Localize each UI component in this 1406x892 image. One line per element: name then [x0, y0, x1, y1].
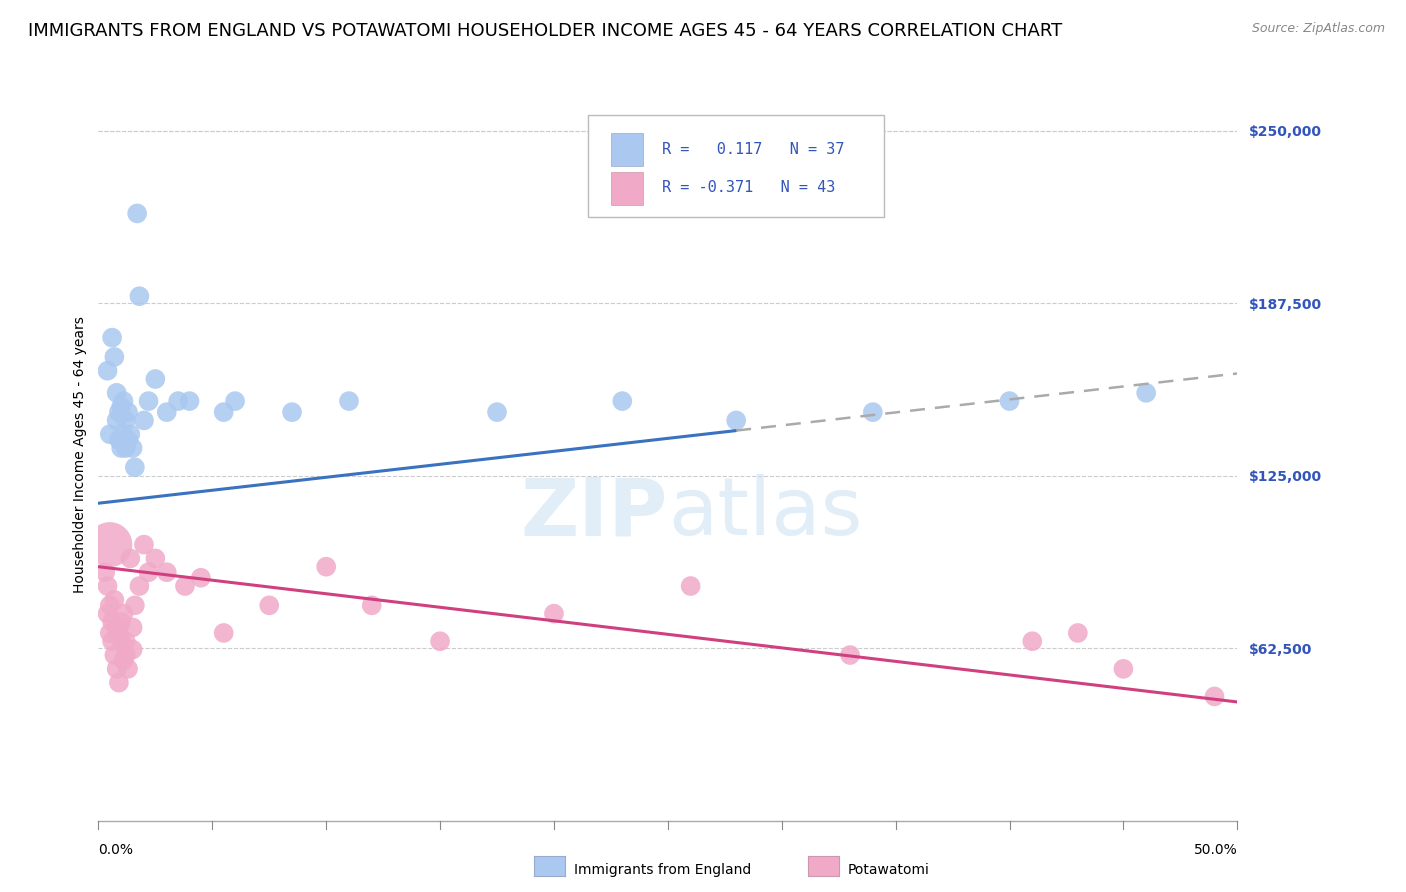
Point — [212, 405, 235, 419]
Point — [112, 654, 135, 668]
Point — [167, 394, 190, 409]
Point — [862, 405, 884, 419]
Point — [679, 579, 702, 593]
Point — [337, 394, 360, 409]
Point — [132, 413, 155, 427]
Point — [121, 620, 143, 634]
Point — [429, 634, 451, 648]
Point — [121, 441, 143, 455]
Point — [96, 607, 118, 621]
Point — [1204, 690, 1226, 704]
Point — [612, 394, 634, 409]
Point — [120, 427, 142, 442]
Point — [281, 405, 304, 419]
Point — [1021, 634, 1043, 648]
Point — [98, 538, 121, 552]
Point — [101, 634, 124, 648]
Point — [103, 592, 125, 607]
Point — [105, 385, 128, 400]
Point — [94, 566, 117, 580]
Point — [112, 607, 135, 621]
Point — [101, 330, 124, 344]
Point — [114, 634, 136, 648]
Point — [138, 566, 160, 580]
Point — [1112, 662, 1135, 676]
Point — [998, 394, 1021, 409]
Point — [108, 675, 131, 690]
Point — [224, 394, 246, 409]
Point — [98, 626, 121, 640]
Point — [128, 289, 150, 303]
Text: R =   0.117   N = 37: R = 0.117 N = 37 — [662, 142, 845, 157]
Point — [156, 566, 179, 580]
Point — [315, 559, 337, 574]
Point — [120, 551, 142, 566]
Point — [190, 571, 212, 585]
Text: IMMIGRANTS FROM ENGLAND VS POTAWATOMI HOUSEHOLDER INCOME AGES 45 - 64 YEARS CORR: IMMIGRANTS FROM ENGLAND VS POTAWATOMI HO… — [28, 22, 1063, 40]
Point — [105, 662, 128, 676]
Point — [105, 620, 128, 634]
Point — [212, 626, 235, 640]
Point — [145, 551, 167, 566]
Point — [114, 413, 136, 427]
Bar — [612, 172, 643, 205]
Point — [156, 405, 179, 419]
Text: R = -0.371   N = 43: R = -0.371 N = 43 — [662, 180, 835, 195]
Point — [105, 413, 128, 427]
Point — [108, 433, 131, 447]
Point — [110, 634, 132, 648]
Point — [128, 579, 150, 593]
Point — [96, 579, 118, 593]
Text: 50.0%: 50.0% — [1194, 843, 1237, 856]
Y-axis label: Householder Income Ages 45 - 64 years: Householder Income Ages 45 - 64 years — [73, 317, 87, 593]
Point — [360, 599, 382, 613]
Point — [259, 599, 281, 613]
Point — [1135, 385, 1157, 400]
Point — [108, 405, 131, 419]
Bar — [612, 133, 643, 166]
Point — [725, 413, 748, 427]
Point — [145, 372, 167, 386]
Point — [103, 648, 125, 662]
Point — [108, 626, 131, 640]
Point — [114, 648, 136, 662]
Point — [110, 400, 132, 414]
Point — [124, 599, 146, 613]
FancyBboxPatch shape — [588, 115, 884, 218]
Point — [486, 405, 509, 419]
Point — [101, 615, 124, 629]
Point — [110, 615, 132, 629]
Point — [114, 441, 136, 455]
Point — [117, 662, 139, 676]
Point — [174, 579, 197, 593]
Point — [839, 648, 862, 662]
Point — [132, 538, 155, 552]
Point — [121, 642, 143, 657]
Text: ZIP: ZIP — [520, 475, 668, 552]
Point — [543, 607, 565, 621]
Point — [138, 394, 160, 409]
Text: Potawatomi: Potawatomi — [848, 863, 929, 877]
Point — [117, 433, 139, 447]
Point — [1067, 626, 1090, 640]
Point — [110, 441, 132, 455]
Point — [112, 427, 135, 442]
Point — [112, 394, 135, 409]
Point — [98, 599, 121, 613]
Text: atlas: atlas — [668, 475, 862, 552]
Point — [179, 394, 201, 409]
Point — [117, 405, 139, 419]
Point — [96, 364, 118, 378]
Text: Immigrants from England: Immigrants from England — [574, 863, 751, 877]
Point — [98, 427, 121, 442]
Point — [124, 460, 146, 475]
Point — [127, 206, 149, 220]
Point — [103, 350, 125, 364]
Text: Source: ZipAtlas.com: Source: ZipAtlas.com — [1251, 22, 1385, 36]
Text: 0.0%: 0.0% — [98, 843, 134, 856]
